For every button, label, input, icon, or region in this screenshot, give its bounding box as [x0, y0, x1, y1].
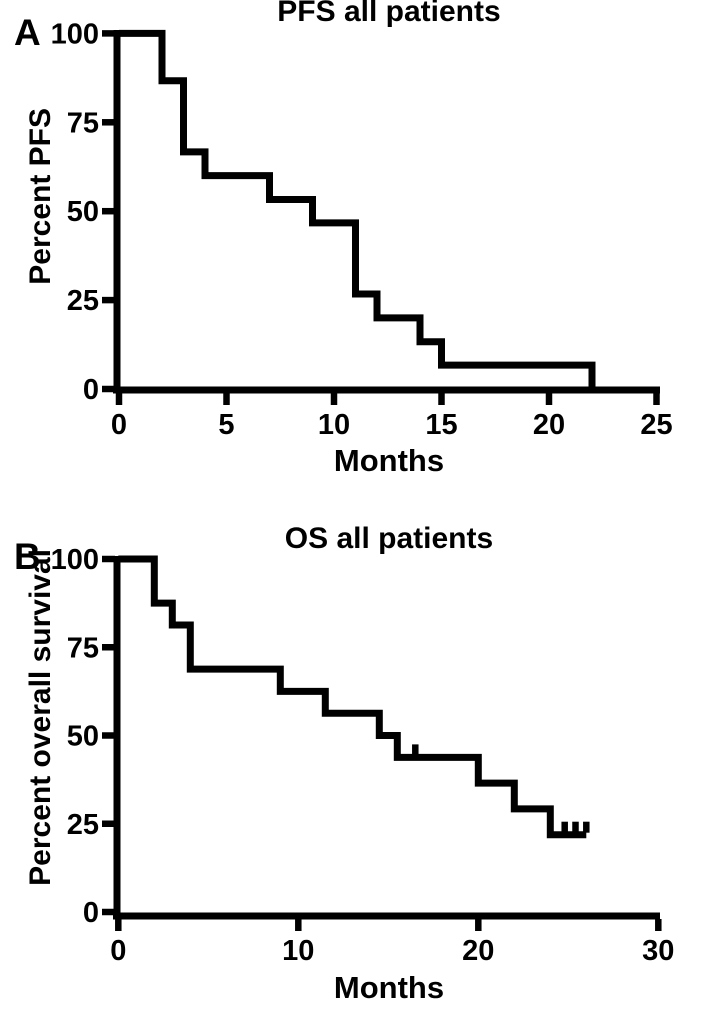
- panel-b-title: OS all patients: [284, 522, 494, 555]
- y-tick-label: 25: [67, 285, 99, 317]
- y-tick-label: 50: [67, 721, 99, 753]
- x-tick-label: 30: [642, 935, 674, 967]
- panel-a-title: PFS all patients: [277, 0, 501, 28]
- x-tick-label: 10: [318, 409, 350, 441]
- y-tick-label: 50: [67, 196, 99, 228]
- y-tick-label: 0: [83, 374, 99, 406]
- panel-a: 0 5 10 15 20 25 0 25 50 75 100 A PFS all patients …: [14, 0, 673, 478]
- x-tick-label: 10: [282, 935, 314, 967]
- km-plot-a: 0 5 10 15 20 25 0 25 50 75 100: [51, 18, 673, 441]
- panel-b-y-axis-label: Percent overall survival: [24, 549, 57, 886]
- x-tick-label: 0: [111, 409, 127, 441]
- x-tick-label: 25: [640, 409, 672, 441]
- km-plot-b: 0 10 20 30 0 25 50 75 100: [51, 544, 675, 967]
- survival-step-curve: [118, 555, 587, 839]
- panel-a-y-axis-label: Percent PFS: [24, 108, 57, 285]
- y-tick-label: 25: [67, 809, 99, 841]
- y-tick-label: 100: [51, 18, 99, 50]
- y-tick-label: 0: [83, 897, 99, 929]
- x-tick-label: 5: [218, 409, 234, 441]
- y-tick-label: 75: [67, 632, 99, 664]
- x-tick-label: 20: [462, 935, 494, 967]
- y-tick-label: 75: [67, 107, 99, 139]
- panel-b-x-axis-label: Months: [333, 970, 445, 1005]
- x-tick-label: 15: [425, 409, 457, 441]
- x-tick-label: 20: [533, 409, 565, 441]
- panel-a-x-axis-label: Months: [333, 443, 445, 478]
- y-tick-label: 100: [51, 544, 99, 576]
- panel-b: 0 10 20 30 0 25 50 75 100 B OS all patients Perc…: [0, 511, 714, 1022]
- panel-a-letter: A: [14, 12, 41, 53]
- survival-step-curve: [119, 29, 596, 389]
- panel-b-letter: B: [14, 536, 41, 577]
- x-tick-label: 0: [110, 935, 126, 967]
